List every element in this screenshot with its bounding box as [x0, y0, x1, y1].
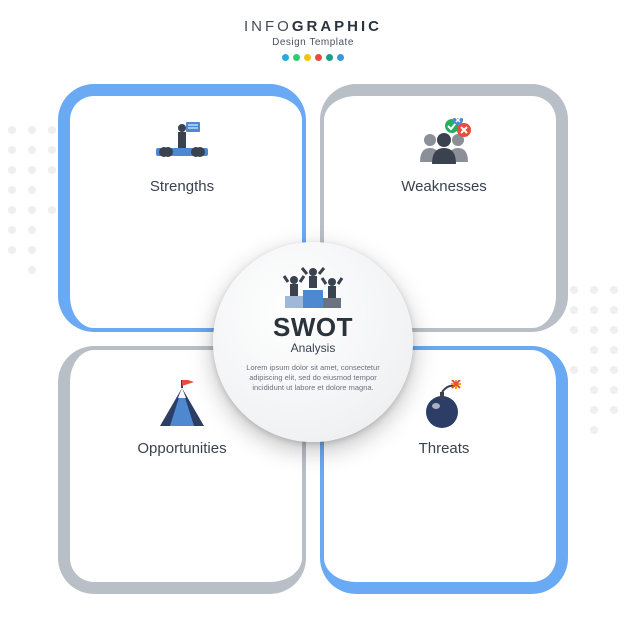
weaknesses-icon	[412, 118, 476, 168]
header-dots	[0, 54, 626, 61]
center-circle: SWOT Analysis Lorem ipsum dolor sit amet…	[213, 242, 413, 442]
center-subtitle: Analysis	[291, 341, 336, 355]
header-dot	[293, 54, 300, 61]
panel-title-weaknesses: Weaknesses	[401, 178, 487, 195]
header-dot	[337, 54, 344, 61]
header-dot	[315, 54, 322, 61]
panel-title-strengths: Strengths	[150, 178, 214, 195]
center-title: SWOT	[273, 312, 353, 343]
threats-icon	[412, 380, 476, 430]
header: INFOGRAPHIC Design Template	[0, 0, 626, 61]
header-title-thin: INFO	[244, 18, 292, 35]
strengths-icon	[150, 118, 214, 168]
center-body: Lorem ipsum dolor sit amet, consectetur …	[213, 363, 413, 392]
podium-icon	[273, 264, 353, 308]
panel-title-threats: Threats	[419, 440, 470, 457]
header-dot	[304, 54, 311, 61]
header-title-bold: GRAPHIC	[292, 18, 382, 35]
header-dot	[282, 54, 289, 61]
header-dot	[326, 54, 333, 61]
opportunities-icon	[150, 380, 214, 430]
header-subtitle: Design Template	[0, 37, 626, 48]
panel-title-opportunities: Opportunities	[137, 440, 226, 457]
header-title: INFOGRAPHIC	[0, 18, 626, 35]
